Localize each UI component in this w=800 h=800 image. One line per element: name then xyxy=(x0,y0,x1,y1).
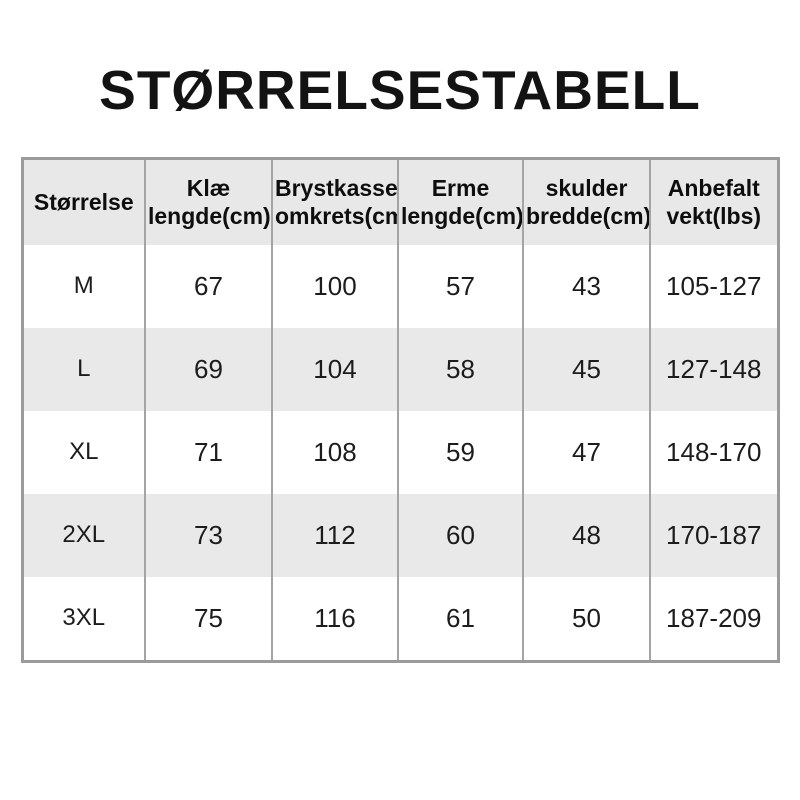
shoulder-cell: 48 xyxy=(522,493,650,577)
header-cell-weight: Anbefalt vekt(lbs) xyxy=(649,158,778,245)
size-cell: 2XL xyxy=(22,493,145,577)
table-row-xl: XL 71 108 59 47 148-170 xyxy=(22,410,778,494)
table-row-m: M 67 100 57 43 105-127 xyxy=(22,244,778,328)
header-row: Størrelse Klæ lengde(cm) Brystkasse omkr… xyxy=(22,158,778,245)
chest-cell: 116 xyxy=(271,576,398,662)
sleeve-cell: 61 xyxy=(397,576,523,662)
size-cell: 3XL xyxy=(22,576,145,662)
chest-cell: 108 xyxy=(271,410,398,494)
weight-cell: 148-170 xyxy=(649,410,778,494)
size-cell: M xyxy=(22,244,145,328)
length-cell: 67 xyxy=(144,244,272,328)
sleeve-cell: 59 xyxy=(397,410,523,494)
weight-cell: 127-148 xyxy=(649,327,778,411)
shoulder-cell: 50 xyxy=(522,576,650,662)
header-cell-sleeve: Erme lengde(cm) xyxy=(397,158,523,245)
header-cell-length: Klæ lengde(cm) xyxy=(144,158,272,245)
size-chart-table: Størrelse Klæ lengde(cm) Brystkasse omkr… xyxy=(20,156,780,663)
shoulder-cell: 45 xyxy=(522,327,650,411)
page-title: STØRRELSESTABELL xyxy=(99,59,701,121)
header-cell-size: Størrelse xyxy=(22,158,145,245)
sleeve-cell: 57 xyxy=(397,244,523,328)
table-row-l: L 69 104 58 45 127-148 xyxy=(22,327,778,411)
weight-cell: 170-187 xyxy=(649,493,778,577)
sleeve-cell: 60 xyxy=(397,493,523,577)
length-cell: 71 xyxy=(144,410,272,494)
table-header: Størrelse Klæ lengde(cm) Brystkasse omkr… xyxy=(22,158,778,245)
sleeve-cell: 58 xyxy=(397,327,523,411)
weight-cell: 187-209 xyxy=(649,576,778,662)
chest-cell: 104 xyxy=(271,327,398,411)
shoulder-cell: 43 xyxy=(522,244,650,328)
table-row-2xl: 2XL 73 112 60 48 170-187 xyxy=(22,493,778,577)
chest-cell: 112 xyxy=(271,493,398,577)
table-body: M 67 100 57 43 105-127 L 69 104 58 45 12… xyxy=(22,244,778,662)
length-cell: 69 xyxy=(144,327,272,411)
header-cell-shoulder: skulder bredde(cm) xyxy=(522,158,650,245)
shoulder-cell: 47 xyxy=(522,410,650,494)
size-cell: XL xyxy=(22,410,145,494)
header-cell-chest: Brystkasse omkrets(cm) xyxy=(271,158,398,245)
length-cell: 73 xyxy=(144,493,272,577)
chest-cell: 100 xyxy=(271,244,398,328)
weight-cell: 105-127 xyxy=(649,244,778,328)
table-row-3xl: 3XL 75 116 61 50 187-209 xyxy=(22,576,778,662)
size-cell: L xyxy=(22,327,145,411)
length-cell: 75 xyxy=(144,576,272,662)
